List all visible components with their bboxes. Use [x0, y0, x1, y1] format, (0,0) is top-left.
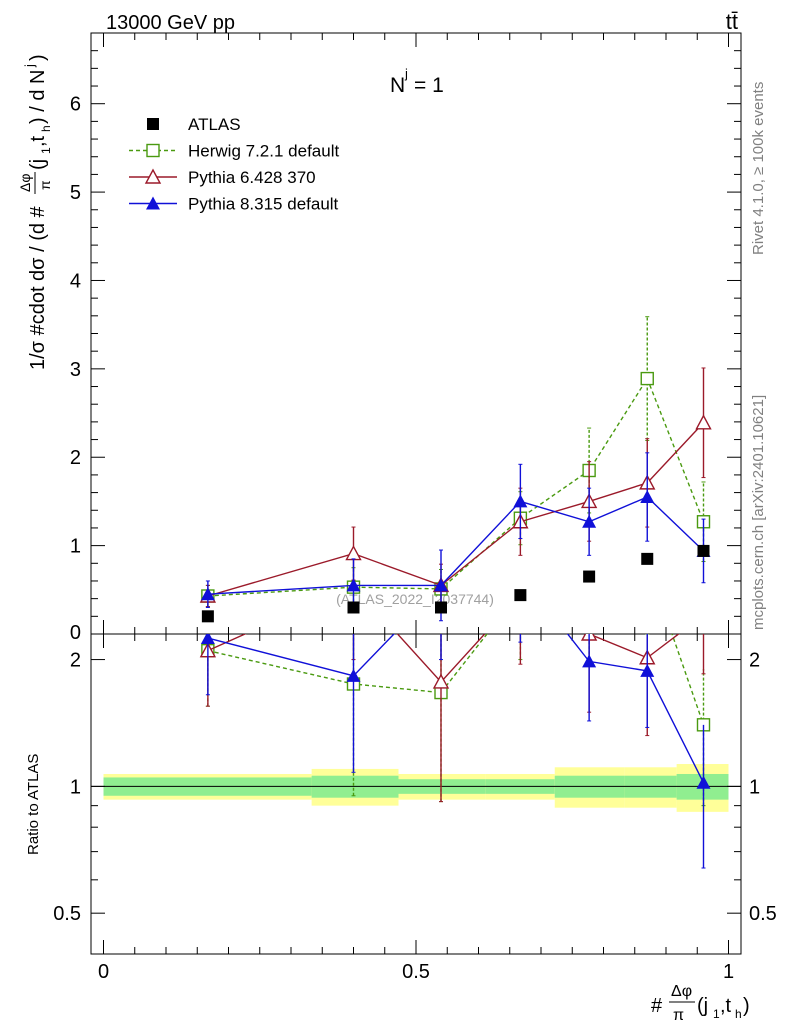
marker [201, 610, 214, 623]
svg-text:h: h [735, 1007, 742, 1021]
y-tick-label: 0 [70, 622, 81, 644]
legend-item: Pythia 6.428 370 [129, 168, 316, 187]
svg-text:Δφ: Δφ [17, 174, 33, 192]
y-tick-label: 2 [70, 447, 81, 469]
watermark: (ATLAS_2022_I2037744) [336, 591, 494, 607]
rivet-label: Rivet 4.1.0, ≥ 100k events [750, 82, 767, 255]
x-axis-label: # Δφ π (j 1 ,t h ) [651, 983, 750, 1024]
marker [347, 601, 360, 614]
ratio-line [207, 634, 705, 726]
svg-text:): ) [743, 995, 750, 1017]
marker [144, 168, 162, 184]
legend-item: Pythia 8.315 default [129, 195, 339, 214]
legend-label: Pythia 8.315 default [188, 195, 339, 214]
marker [640, 490, 655, 504]
ratio-tick-label: 0.5 [53, 903, 81, 925]
ratio-ticks: 0.5 0.5 1 1 2 2 [53, 650, 777, 926]
marker [513, 567, 527, 580]
legend-label: Herwig 7.2.1 default [188, 142, 339, 161]
main-ticks: 1 2 3 4 5 6 0 [70, 32, 741, 644]
header-right: tt̄ [726, 9, 738, 34]
marker [346, 668, 361, 682]
mcplots-label: mcplots.cern.ch [arXiv:2401.10621] [750, 395, 767, 630]
svg-text:1: 1 [39, 147, 53, 154]
ratio-tick-label-right: 1 [749, 776, 760, 798]
svg-text:π: π [673, 1007, 684, 1024]
svg-text:π: π [37, 180, 53, 190]
svg-text:h: h [39, 125, 53, 132]
ratio-series-3 [200, 567, 711, 869]
marker [640, 371, 654, 386]
series-1 [201, 316, 711, 609]
header-left: 13000 GeV pp [106, 12, 235, 34]
series-3 [200, 452, 711, 622]
x-tick-label: 0 [98, 961, 109, 983]
y-tick-label: 5 [70, 182, 81, 204]
svg-text:1: 1 [713, 1007, 720, 1021]
svg-text:#: # [651, 995, 663, 1017]
legend-item: Herwig 7.2.1 default [129, 142, 339, 161]
marker [582, 514, 597, 528]
svg-text:): ) [27, 54, 49, 61]
marker [695, 414, 712, 430]
marker [345, 545, 362, 561]
ratio-tick-label: 2 [70, 650, 81, 672]
marker [582, 654, 597, 668]
marker [146, 196, 160, 210]
marker [346, 578, 361, 592]
svg-text:N: N [390, 74, 405, 97]
marker [583, 570, 596, 583]
legend-label: Pythia 6.428 370 [188, 168, 316, 187]
legend: ATLAS Herwig 7.2.1 default Pythia 6.428 37… [129, 115, 339, 214]
marker [697, 544, 710, 557]
y-tick-label: 3 [70, 359, 81, 381]
x-ticks: 0 0.5 1 [98, 33, 734, 983]
marker [697, 608, 711, 621]
marker [200, 587, 215, 601]
marker [514, 589, 527, 602]
ratio-tick-label-right: 0.5 [749, 903, 777, 925]
svg-text:) / d N: ) / d N [27, 70, 49, 124]
main-series [199, 316, 712, 623]
svg-text:(j: (j [27, 159, 49, 170]
svg-text:= 1: = 1 [414, 74, 444, 97]
svg-text:(j: (j [697, 995, 708, 1017]
svg-text:1/σ #cdot dσ / (d #: 1/σ #cdot dσ / (d # [27, 205, 49, 370]
ratio-tick-label-right: 2 [749, 650, 760, 672]
y-tick-label: 4 [70, 270, 81, 292]
ratio-series-1 [201, 589, 711, 807]
series-0 [201, 544, 710, 623]
marker [640, 663, 655, 677]
marker [434, 578, 448, 592]
legend-label: ATLAS [188, 115, 241, 134]
x-tick-label: 1 [723, 961, 734, 983]
svg-text:Δφ: Δφ [671, 983, 692, 1000]
svg-text:,t: ,t [720, 995, 732, 1017]
marker [696, 775, 711, 789]
ratio-bands [103, 764, 729, 812]
marker [146, 143, 160, 158]
marker [513, 494, 528, 508]
series-line [207, 496, 704, 595]
marker [583, 589, 595, 601]
svg-text:,t: ,t [27, 135, 49, 147]
marker [200, 634, 215, 645]
y-axis-label: 1/σ #cdot dσ / (d # Δφ π (j 1 ,t h ) / d… [17, 54, 53, 370]
svg-text:j: j [22, 64, 37, 68]
ratio-series [199, 567, 711, 869]
y-tick-label: 1 [70, 536, 81, 558]
marker [435, 601, 447, 614]
ratio-tick-label: 1 [70, 776, 81, 798]
marker [641, 552, 654, 565]
marker [432, 673, 450, 689]
marker [147, 118, 159, 130]
x-tick-label: 0.5 [402, 961, 430, 983]
panel-title: N j = 1 [390, 66, 444, 97]
series-line [207, 377, 705, 597]
ratio-y-label: Ratio to ATLAS [25, 754, 42, 855]
svg-text:j: j [404, 66, 408, 81]
legend-item: ATLAS [147, 115, 241, 134]
y-tick-label: 6 [70, 94, 81, 116]
